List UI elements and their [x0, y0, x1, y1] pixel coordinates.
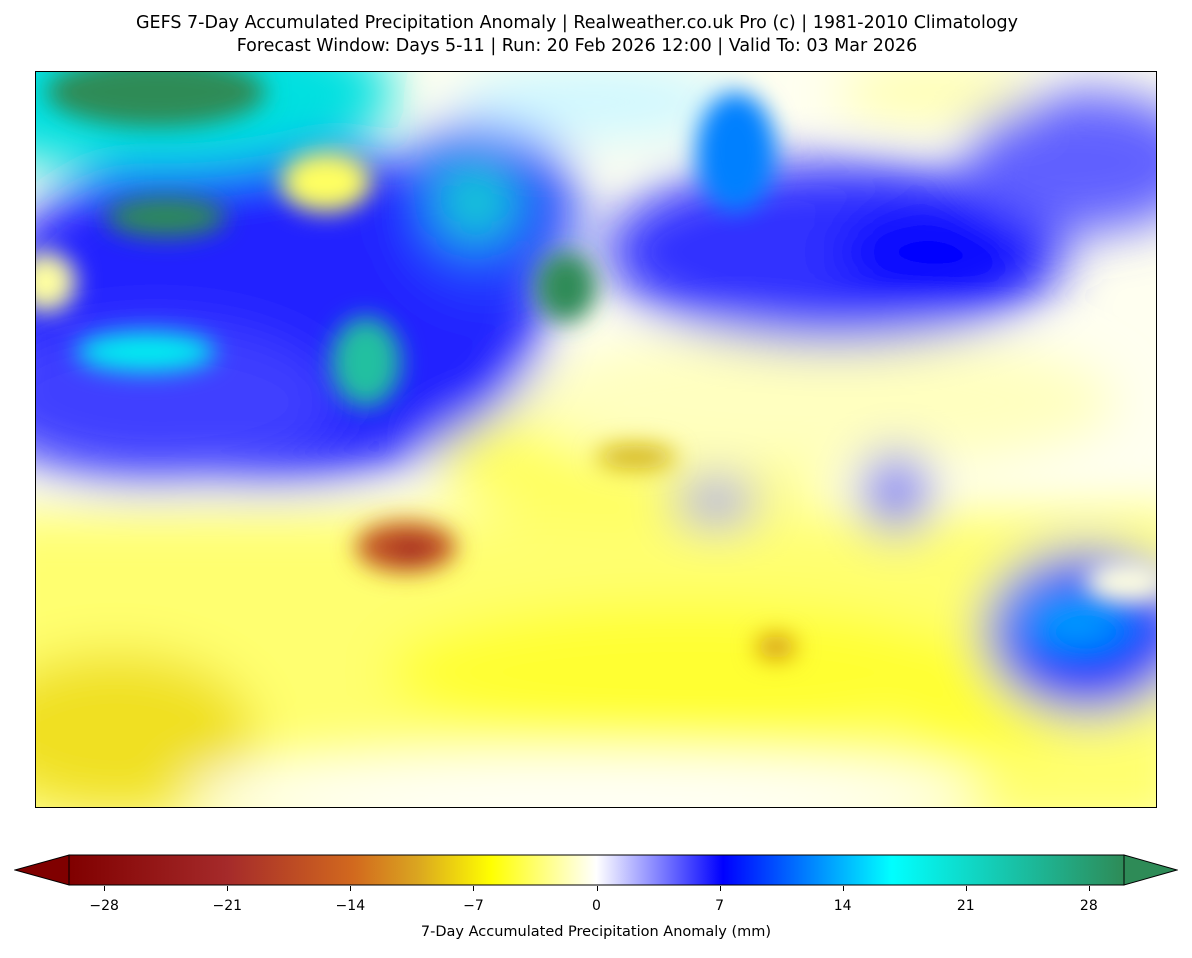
colorbar-tick-label: 14	[833, 898, 852, 914]
colorbar	[14, 854, 1178, 886]
colorbar-tick-mark	[719, 886, 721, 891]
colorbar-tick-mark	[842, 886, 844, 891]
colorbar-tick-mark	[227, 886, 229, 891]
colorbar-tick-label: −21	[212, 898, 243, 914]
colorbar-tick-label: −14	[335, 898, 366, 914]
colorbar-tick-mark	[350, 886, 352, 891]
colorbar-label: 7-Day Accumulated Precipitation Anomaly …	[420, 924, 772, 940]
colorbar-tick-mark	[596, 886, 598, 891]
colorbar-tick-label: 0	[592, 898, 601, 914]
colorbar-tick-label: 21	[956, 898, 975, 914]
colorbar-tick-label: −28	[89, 898, 119, 914]
chart-title: GEFS 7-Day Accumulated Precipitation Ano…	[135, 13, 1019, 33]
colorbar-tick-label: 28	[1079, 898, 1098, 914]
colorbar-tick-mark	[104, 886, 106, 891]
colorbar-tick-mark	[1088, 886, 1090, 891]
colorbar-tick-mark	[473, 886, 475, 891]
colorbar-tick-label: −7	[463, 898, 484, 914]
anomaly-map	[35, 71, 1157, 808]
chart-subtitle: Forecast Window: Days 5-11 | Run: 20 Feb…	[236, 36, 918, 56]
colorbar-tick-mark	[965, 886, 967, 891]
colorbar-tick-label: 7	[715, 898, 725, 914]
